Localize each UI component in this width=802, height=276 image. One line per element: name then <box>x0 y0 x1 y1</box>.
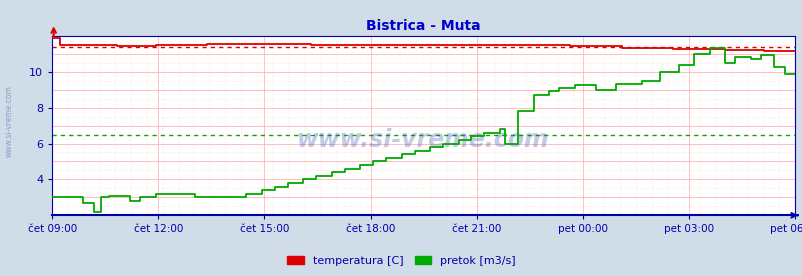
Title: Bistrica - Muta: Bistrica - Muta <box>366 19 480 33</box>
Text: www.si-vreme.com: www.si-vreme.com <box>5 86 14 157</box>
Text: www.si-vreme.com: www.si-vreme.com <box>297 128 549 152</box>
Legend: temperatura [C], pretok [m3/s]: temperatura [C], pretok [m3/s] <box>282 251 520 270</box>
